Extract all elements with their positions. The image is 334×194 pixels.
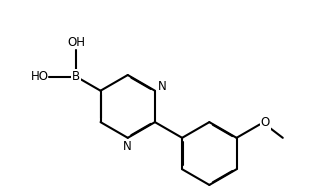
Text: B: B [72, 70, 80, 83]
Text: O: O [261, 116, 270, 129]
Text: OH: OH [67, 36, 85, 49]
Text: N: N [123, 140, 132, 153]
Text: HO: HO [31, 70, 49, 83]
Text: N: N [158, 80, 167, 93]
